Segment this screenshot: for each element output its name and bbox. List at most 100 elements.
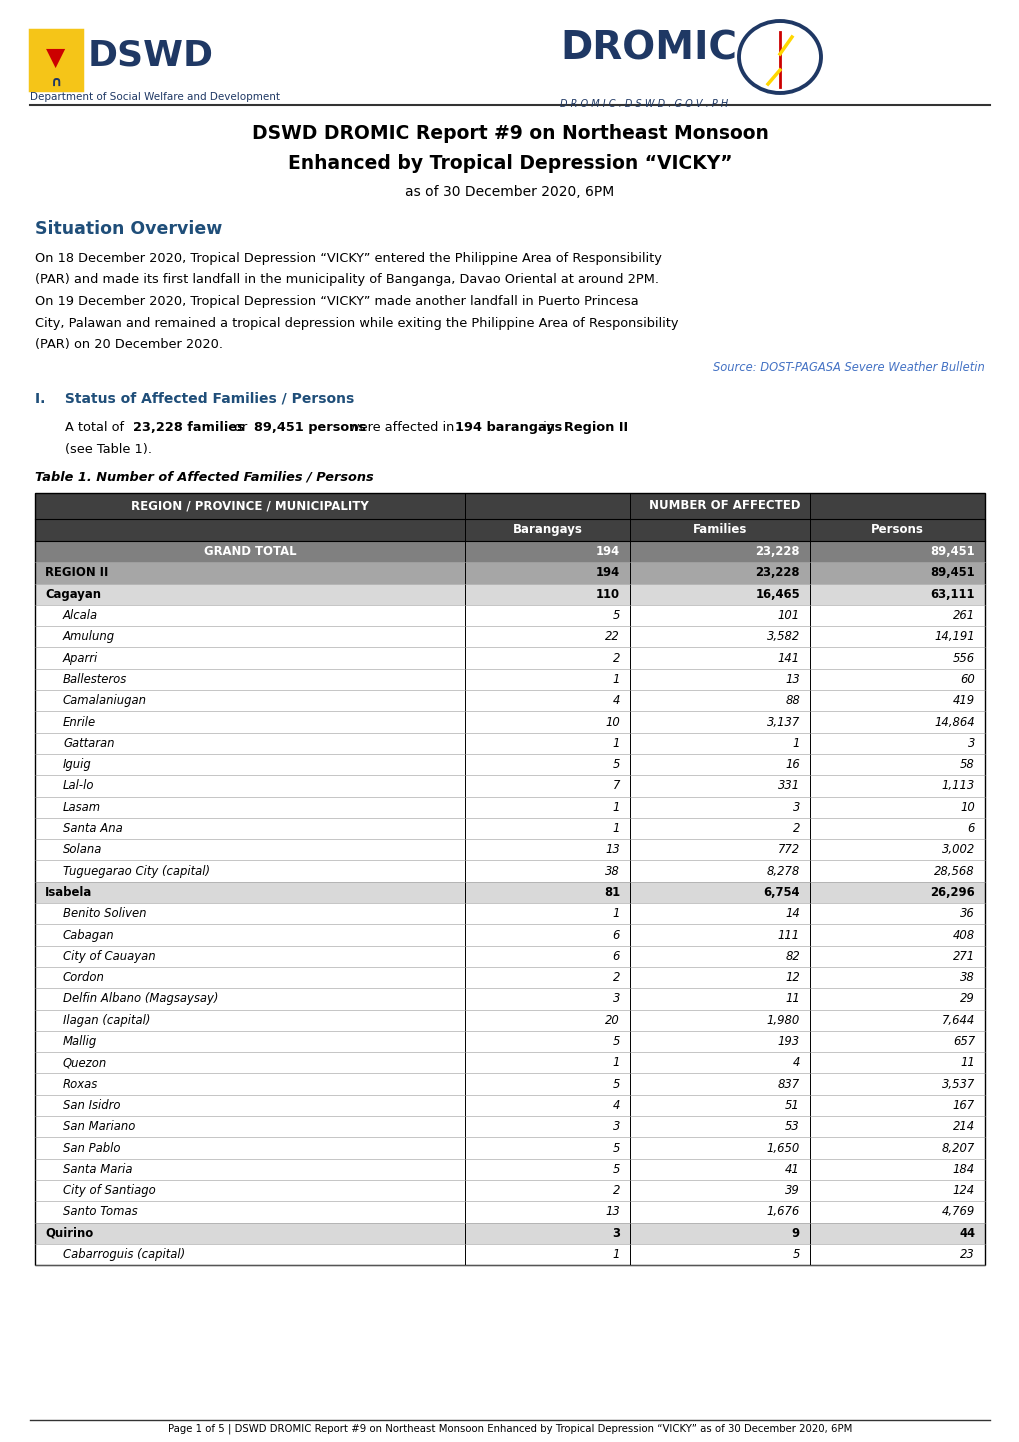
- Text: 20: 20: [604, 1014, 620, 1027]
- Text: 1: 1: [792, 737, 799, 750]
- Text: Source: DOST-PAGASA Severe Weather Bulletin: Source: DOST-PAGASA Severe Weather Bulle…: [712, 362, 984, 375]
- Text: 9: 9: [791, 1227, 799, 1240]
- Text: 58: 58: [959, 758, 974, 771]
- Text: 3,002: 3,002: [941, 844, 974, 857]
- Text: Solana: Solana: [63, 844, 102, 857]
- Text: On 19 December 2020, Tropical Depression “VICKY” made another landfall in Puerto: On 19 December 2020, Tropical Depression…: [35, 296, 638, 309]
- Text: Mallig: Mallig: [63, 1035, 97, 1048]
- Text: 36: 36: [959, 907, 974, 920]
- Text: 419: 419: [952, 694, 974, 707]
- Text: GRAND TOTAL: GRAND TOTAL: [204, 545, 297, 558]
- Text: 1,113: 1,113: [941, 780, 974, 793]
- Text: City of Cauayan: City of Cauayan: [63, 950, 156, 963]
- Text: Cabagan: Cabagan: [63, 929, 114, 942]
- Text: 13: 13: [604, 1206, 620, 1218]
- Text: Santa Maria: Santa Maria: [63, 1162, 132, 1175]
- Text: 556: 556: [952, 652, 974, 665]
- Text: 193: 193: [777, 1035, 799, 1048]
- Text: 3,582: 3,582: [766, 630, 799, 643]
- Text: in: in: [539, 421, 558, 434]
- Text: 124: 124: [952, 1184, 974, 1197]
- Text: San Isidro: San Isidro: [63, 1099, 120, 1112]
- Text: 8,207: 8,207: [941, 1142, 974, 1155]
- Text: 837: 837: [777, 1077, 799, 1090]
- Text: 14: 14: [785, 907, 799, 920]
- Text: On 18 December 2020, Tropical Depression “VICKY” entered the Philippine Area of : On 18 December 2020, Tropical Depression…: [35, 252, 661, 265]
- Text: 89,451 persons: 89,451 persons: [254, 421, 366, 434]
- Text: REGION / PROVINCE / MUNICIPALITY: REGION / PROVINCE / MUNICIPALITY: [131, 499, 369, 512]
- Text: 194: 194: [595, 567, 620, 580]
- Text: 6: 6: [612, 929, 620, 942]
- Text: 772: 772: [777, 844, 799, 857]
- Text: 1,980: 1,980: [766, 1014, 799, 1027]
- Text: Amulung: Amulung: [63, 630, 115, 643]
- Text: San Pablo: San Pablo: [63, 1142, 120, 1155]
- Text: 23,228 families: 23,228 families: [132, 421, 245, 434]
- Text: 5: 5: [792, 1247, 799, 1262]
- Text: 1: 1: [612, 822, 620, 835]
- Text: NUMBER OF AFFECTED: NUMBER OF AFFECTED: [649, 499, 800, 512]
- Text: 39: 39: [785, 1184, 799, 1197]
- Text: Persons: Persons: [870, 523, 923, 536]
- Text: Quirino: Quirino: [45, 1227, 93, 1240]
- Text: Enrile: Enrile: [63, 715, 96, 728]
- Text: 110: 110: [595, 588, 620, 601]
- Text: 4,769: 4,769: [941, 1206, 974, 1218]
- Text: A total of: A total of: [65, 421, 128, 434]
- Text: 3: 3: [967, 737, 974, 750]
- Text: 331: 331: [777, 780, 799, 793]
- Text: 141: 141: [777, 652, 799, 665]
- Bar: [35, 1244, 984, 1265]
- Text: 53: 53: [785, 1120, 799, 1133]
- Text: 82: 82: [785, 950, 799, 963]
- Bar: [35, 1138, 984, 1159]
- Text: (see Table 1).: (see Table 1).: [65, 443, 152, 456]
- Text: Department of Social Welfare and Development: Department of Social Welfare and Develop…: [30, 92, 280, 102]
- Text: Gattaran: Gattaran: [63, 737, 114, 750]
- Text: 184: 184: [952, 1162, 974, 1175]
- Text: DSWD DROMIC Report #9 on Northeast Monsoon: DSWD DROMIC Report #9 on Northeast Monso…: [252, 124, 767, 143]
- Text: Cordon: Cordon: [63, 970, 105, 983]
- Text: 2: 2: [612, 970, 620, 983]
- Text: D R O M I C . D S W D . G O V . P H: D R O M I C . D S W D . G O V . P H: [559, 99, 728, 110]
- Text: Lal-lo: Lal-lo: [63, 780, 95, 793]
- Text: 261: 261: [952, 609, 974, 622]
- Text: 63,111: 63,111: [929, 588, 974, 601]
- Text: 111: 111: [777, 929, 799, 942]
- Text: 28,568: 28,568: [933, 865, 974, 878]
- Text: 13: 13: [604, 844, 620, 857]
- Text: Aparri: Aparri: [63, 652, 98, 665]
- Text: 16: 16: [785, 758, 799, 771]
- Text: 38: 38: [604, 865, 620, 878]
- Text: 89,451: 89,451: [929, 567, 974, 580]
- Bar: [35, 562, 984, 584]
- Text: 214: 214: [952, 1120, 974, 1133]
- Text: 7: 7: [612, 780, 620, 793]
- Text: 88: 88: [785, 694, 799, 707]
- Text: 4: 4: [612, 694, 620, 707]
- Text: Roxas: Roxas: [63, 1077, 98, 1090]
- Text: 3: 3: [612, 992, 620, 1005]
- Text: 89,451: 89,451: [929, 545, 974, 558]
- Bar: [35, 776, 984, 796]
- Text: 3: 3: [611, 1227, 620, 1240]
- Text: Region II: Region II: [564, 421, 628, 434]
- Text: 1: 1: [612, 907, 620, 920]
- Bar: [35, 647, 984, 669]
- Text: Delfin Albano (Magsaysay): Delfin Albano (Magsaysay): [63, 992, 218, 1005]
- Bar: [35, 1094, 984, 1116]
- Text: Santo Tomas: Santo Tomas: [63, 1206, 138, 1218]
- Text: 5: 5: [612, 758, 620, 771]
- Text: City of Santiago: City of Santiago: [63, 1184, 156, 1197]
- Text: were affected in: were affected in: [344, 421, 458, 434]
- Bar: [35, 946, 984, 968]
- Text: 5: 5: [612, 1077, 620, 1090]
- Text: Isabela: Isabela: [45, 885, 92, 898]
- Text: 7,644: 7,644: [941, 1014, 974, 1027]
- Text: City, Palawan and remained a tropical depression while exiting the Philippine Ar: City, Palawan and remained a tropical de…: [35, 316, 678, 330]
- Text: (PAR) on 20 December 2020.: (PAR) on 20 December 2020.: [35, 337, 223, 350]
- Text: San Mariano: San Mariano: [63, 1120, 136, 1133]
- Text: 10: 10: [604, 715, 620, 728]
- Text: 2: 2: [612, 652, 620, 665]
- Text: 1: 1: [612, 800, 620, 813]
